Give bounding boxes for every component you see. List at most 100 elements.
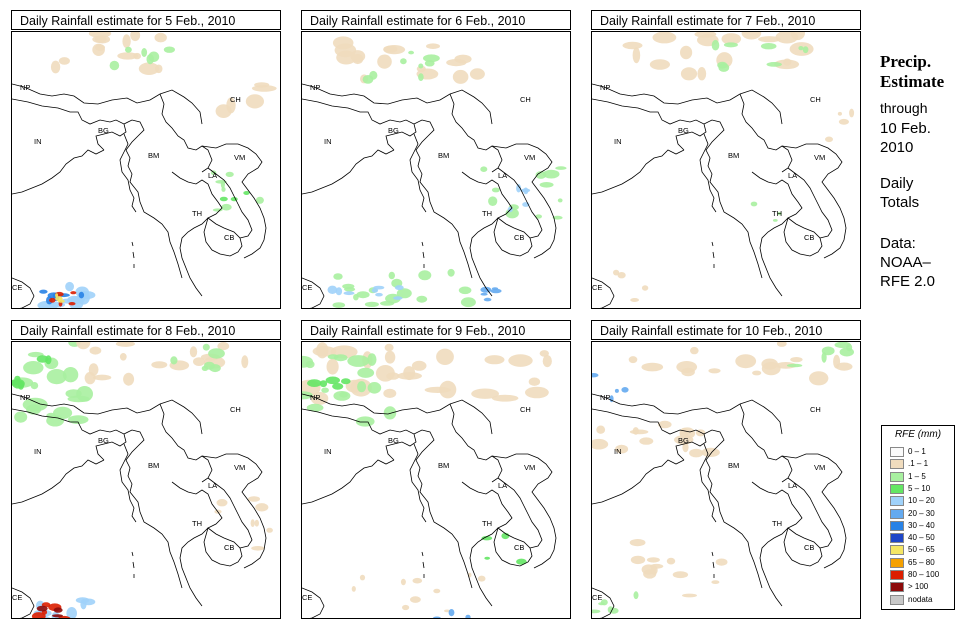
legend-item: nodata <box>890 594 950 605</box>
rainfall-cell <box>629 539 646 547</box>
rainfall-cell <box>783 58 792 66</box>
rainfall-cell <box>633 591 639 600</box>
rainfall-cell <box>384 343 394 352</box>
sidebar-date-1: 10 Feb. <box>880 120 931 137</box>
rainfall-cell <box>542 355 552 368</box>
boundary-line <box>449 403 503 483</box>
rainfall-cell <box>123 372 135 386</box>
rainfall-cell <box>508 354 533 367</box>
rainfall-cell <box>394 285 404 291</box>
rainfall-cell <box>356 291 370 299</box>
country-label-vm: VM <box>814 463 825 472</box>
rainfall-cell <box>65 281 74 292</box>
boundary-line <box>592 277 615 308</box>
rainfall-cell <box>681 367 695 377</box>
country-label-ce: CE <box>592 593 602 602</box>
boundary-line <box>461 481 513 607</box>
rainfall-cell <box>23 361 44 375</box>
rainfall-cell <box>266 527 273 533</box>
rainfall-cell <box>418 73 424 81</box>
rainfall-cell <box>777 211 782 216</box>
sidebar-daily: Daily <box>880 175 914 192</box>
country-label-ch: CH <box>520 95 531 104</box>
rainfall-cell <box>45 355 52 365</box>
legend-item: 1 – 5 <box>890 471 950 482</box>
legend-swatch <box>890 496 904 507</box>
rainfall-cell <box>53 607 63 613</box>
legend-item: 65 – 80 <box>890 557 950 568</box>
rainfall-cell <box>766 62 782 67</box>
panel-title-feb9: Daily Rainfall estimate for 9 Feb., 2010 <box>301 320 571 340</box>
rainfall-cell <box>477 575 486 582</box>
legend-label: 80 – 100 <box>908 570 940 579</box>
legend-item: 40 – 50 <box>890 532 950 544</box>
rainfall-cell <box>373 285 385 290</box>
country-label-th: TH <box>772 519 782 528</box>
rainfall-cell <box>255 196 264 204</box>
rainfall-cell <box>402 604 410 611</box>
rainfall-cell <box>319 380 328 388</box>
legend-swatch <box>890 447 904 457</box>
map-svg: NP CH IN BG BM VM LA TH CB CE <box>302 36 567 308</box>
boundary-line <box>119 443 137 523</box>
rainfall-cell <box>50 60 61 74</box>
boundary-line <box>12 459 105 505</box>
rainfall-cell <box>835 362 853 371</box>
rainfall-cell <box>825 136 833 143</box>
rainfall-cell <box>170 356 178 365</box>
rainfall-cell <box>622 41 643 50</box>
rainfall-cell <box>250 519 255 527</box>
rainfall-cell <box>607 606 614 614</box>
rainfall-cell <box>444 609 451 613</box>
boundary-line <box>592 459 685 505</box>
country-label-ch: CH <box>810 95 821 104</box>
rainfall-cell <box>416 295 428 303</box>
boundary-line <box>409 133 427 213</box>
rainfall-cell <box>335 287 343 296</box>
rainfall-cell <box>630 555 646 565</box>
boundary-line <box>12 408 127 461</box>
country-label-th: TH <box>482 209 492 218</box>
country-label-bg: BG <box>388 126 399 135</box>
rainfall-cell <box>383 406 397 420</box>
rainfall-cell <box>752 370 762 376</box>
rainfall-cell <box>721 33 742 45</box>
rainfall-cell <box>639 437 654 445</box>
sidebar-data-label: Data: <box>880 235 916 252</box>
rainfall-cell <box>52 614 63 618</box>
boundary-line <box>497 167 543 239</box>
rainfall-cell <box>208 348 225 359</box>
boundary-line <box>131 551 135 578</box>
rainfall-cell <box>81 598 96 606</box>
legend-swatch <box>890 594 904 605</box>
rainfall-cell <box>31 612 46 618</box>
country-label-in: IN <box>324 447 332 456</box>
country-label-ce: CE <box>302 283 312 292</box>
rainfall-cell <box>680 45 693 60</box>
boundary-line <box>302 98 417 151</box>
rainfall-cell <box>53 406 73 419</box>
country-label-vm: VM <box>524 153 535 162</box>
rainfall-cell <box>215 104 232 118</box>
rainfall-cell <box>424 60 435 67</box>
panel-title-feb6: Daily Rainfall estimate for 6 Feb., 2010 <box>301 10 571 30</box>
rainfall-cell <box>596 425 606 434</box>
rainfall-cell <box>359 574 366 581</box>
rainfall-cell <box>632 47 641 64</box>
rainfall-legend: RFE (mm) 0 – 1 .1 – 1 1 – 5 5 – 10 10 – 20 20… <box>881 425 955 610</box>
country-label-ch: CH <box>230 95 241 104</box>
boundary-line <box>207 477 253 549</box>
rainfall-cell <box>89 346 102 355</box>
rainfall-cell <box>689 448 704 458</box>
legend-swatch <box>890 483 904 494</box>
rainfall-cell <box>600 599 608 606</box>
rainfall-cell <box>682 442 689 453</box>
rainfall-cell <box>775 362 797 369</box>
country-label-cb: CB <box>224 543 234 552</box>
legend-item: 80 – 100 <box>890 569 950 580</box>
country-label-la: LA <box>208 171 217 180</box>
boundary-line <box>171 481 223 607</box>
boundary-line <box>491 143 557 259</box>
rainfall-cell <box>410 596 421 603</box>
rainfall-cell <box>629 429 649 435</box>
